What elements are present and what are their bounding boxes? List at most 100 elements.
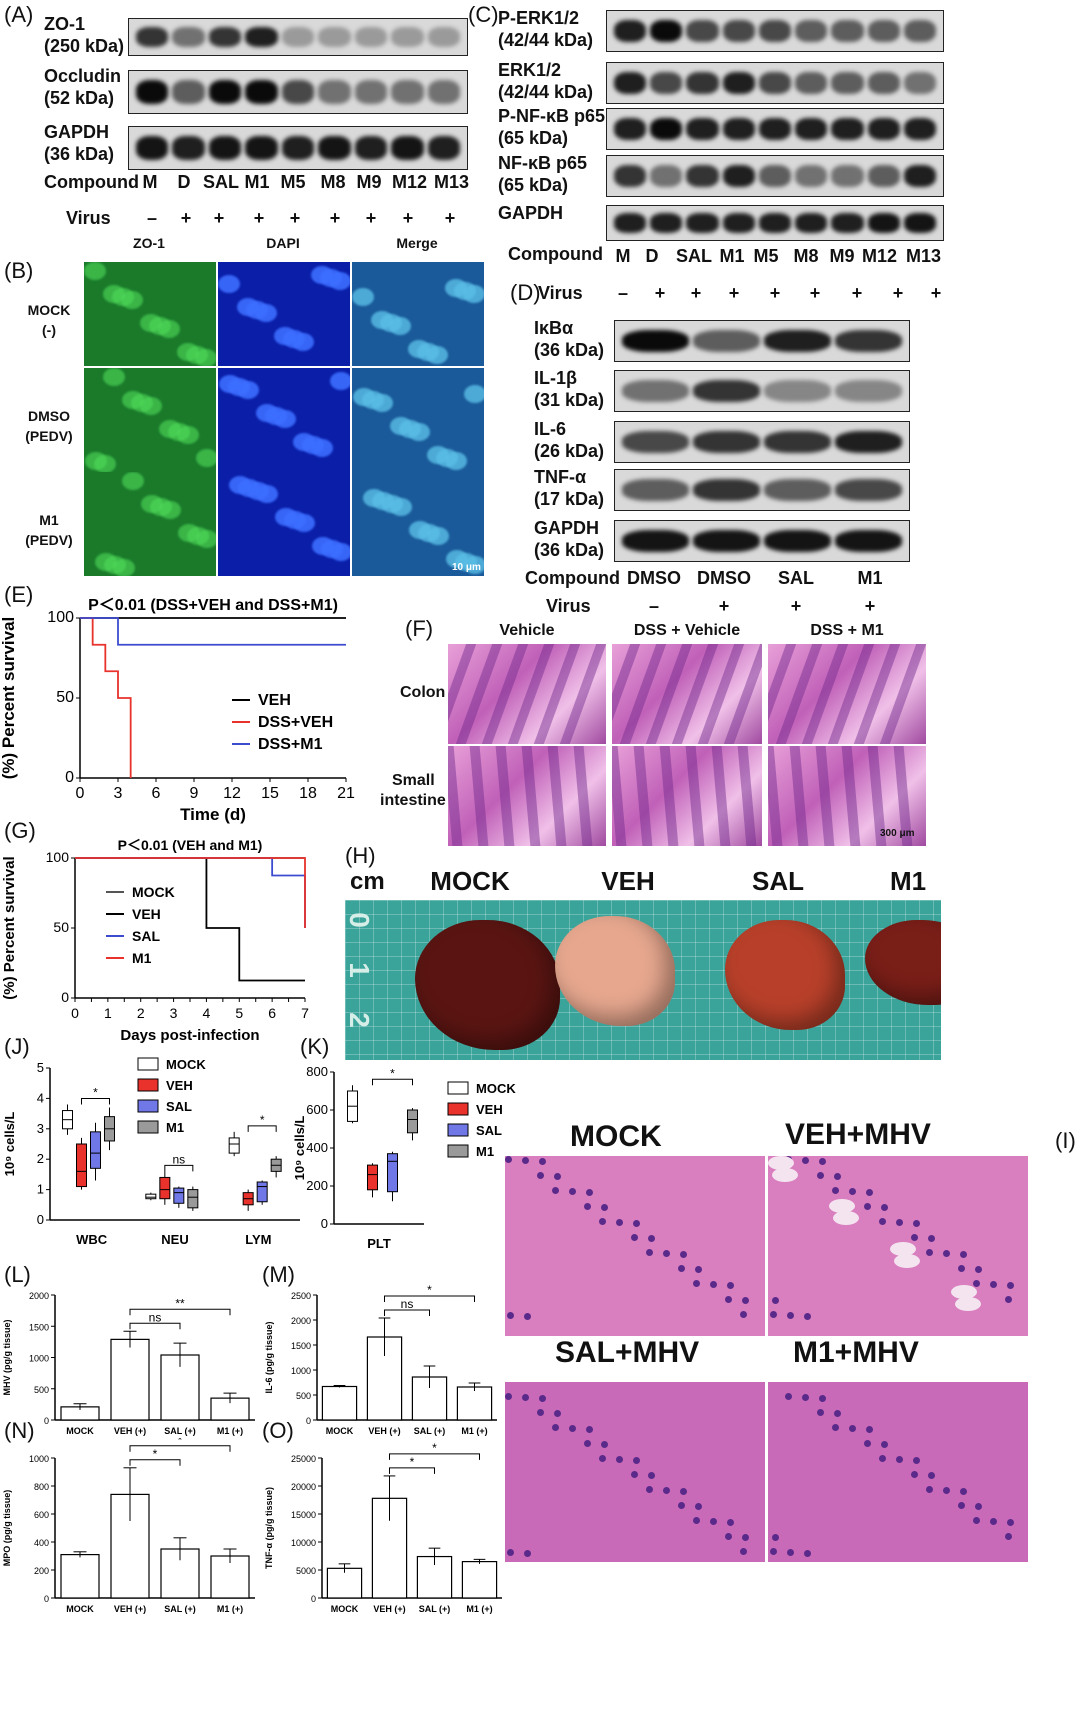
blot-c-0-band [722,19,755,43]
hepatocyte-nucleus [958,1265,965,1272]
x-tick-label: 4 [203,1005,211,1021]
hepatocyte-nucleus [913,1220,920,1227]
hepatocyte-nucleus [710,1281,717,1288]
blot-d-2 [614,421,910,463]
hepatocyte-nucleus [599,1218,606,1225]
panel-label-j: (J) [4,1034,30,1059]
legend-label: SAL [476,1123,502,1138]
liver-specimen [725,920,845,1030]
blot-c-1-band [867,71,900,95]
compound-a: M12 [392,172,428,192]
blot-d-3-band [693,478,760,502]
hepatocyte-nucleus [832,1187,839,1194]
hepatocyte-nucleus [834,1173,841,1180]
box-veh [76,1143,87,1188]
blot-d-2-band [622,430,689,454]
hepatocyte-nucleus [770,1311,777,1318]
category-label: VEH (+) [373,1604,405,1614]
y-tick-label: 500 [34,1385,49,1395]
virus-c: + [930,283,942,303]
bar-sal [411,1376,448,1421]
micrograph-0-2 [352,262,484,366]
y-axis-label: MPO (pg/g tissue) [2,1490,12,1567]
hepatocyte-nucleus [663,1250,670,1257]
blot-c-4-band [831,213,864,233]
x-tick-label: 2 [137,1005,145,1021]
virus-c: + [728,283,740,303]
box-m1 [407,1109,418,1134]
box-sal [90,1131,101,1169]
significance-label: * [178,1438,183,1447]
significance-label: * [410,1455,415,1469]
category-label: M1 (+) [461,1426,487,1436]
hepatocyte-nucleus [787,1312,794,1319]
y-tick-label: 1000 [29,1454,49,1464]
legend-label: M1 [132,950,152,966]
blot-d-4-band [835,529,902,553]
x-axis-label: Time (d) [180,805,246,824]
cell-nucleus [219,375,241,393]
hepatocyte-nucleus [522,1394,529,1401]
blot-a-1-band [391,80,424,104]
blot-c-row-name: P-ERK1/2 [498,8,580,28]
virus-a: + [253,208,265,228]
hepatocyte-nucleus [1007,1519,1014,1526]
hepatocyte-nucleus [695,1503,702,1510]
blot-a-0-band [136,26,169,48]
bar-veh [110,1338,150,1421]
hepatocyte-nucleus [975,1503,982,1510]
blot-a-2 [128,126,468,170]
micrograph-1-0 [84,368,216,472]
y-tick-label: 1000 [29,1354,49,1364]
ruler-number: 2 [345,1012,375,1028]
y-tick-label: 10000 [291,1538,316,1548]
x-tick-label: 5 [235,1005,243,1021]
liver-histology-label: MOCK [570,1120,662,1153]
hepatocyte-nucleus [646,1249,653,1256]
blot-c-3-band [686,164,719,188]
hepatocyte-nucleus [866,1189,873,1196]
blot-a-0-band [354,26,388,48]
y-axis-label: 10⁹ cells/L [2,1112,17,1177]
box-mock [228,1137,240,1154]
micrograph-1-1 [218,368,350,472]
hepatocyte-nucleus [802,1157,809,1164]
cell-nucleus [140,314,162,332]
cell-nucleus [293,433,315,451]
blot-c-2-band [758,117,792,141]
compound-c: M9 [829,246,855,266]
significance-label: * [153,1447,158,1461]
y-tick-label: 0 [306,1416,311,1426]
y-tick-label: 0 [311,1594,316,1604]
blot-d-0-band [693,329,760,353]
blot-c-1 [606,62,944,104]
hepatocyte-nucleus [740,1311,747,1318]
blot-c-4-band [758,213,792,233]
x-tick-label: 7 [301,1005,309,1021]
blot-a-2-band [208,136,242,160]
legend-swatch [447,1144,469,1158]
category-label: WBC [76,1232,108,1247]
compound-c: M12 [862,246,898,266]
blot-a-0-band [318,26,351,48]
blot-c-1-band [722,71,755,95]
y-tick-label: 0 [44,1416,49,1426]
significance-label: ns [149,1310,162,1324]
liver-specimen [865,920,941,1005]
blot-a-2-band [245,136,278,160]
y-tick-label: 0 [321,1216,328,1231]
blot-a-1-band [318,80,351,104]
blot-c-2 [606,108,944,150]
significance-bracket [384,1295,475,1302]
bar-chart-m: 0 500 1000 1500 2000 2500 IL-6 (pg/g tissue) MO… [264,1283,497,1436]
y-axis-label: (%) Percent survival [1,856,18,999]
panel-label-l: (L) [4,1262,31,1287]
significance-bracket [247,1125,277,1132]
virus-a: + [402,208,414,228]
bar-mock [326,1567,363,1599]
blot-d-3 [614,469,910,511]
virus-c: – [617,283,628,303]
box-veh [367,1164,378,1191]
significance-bracket [389,1467,435,1474]
bar-mock [321,1385,358,1421]
